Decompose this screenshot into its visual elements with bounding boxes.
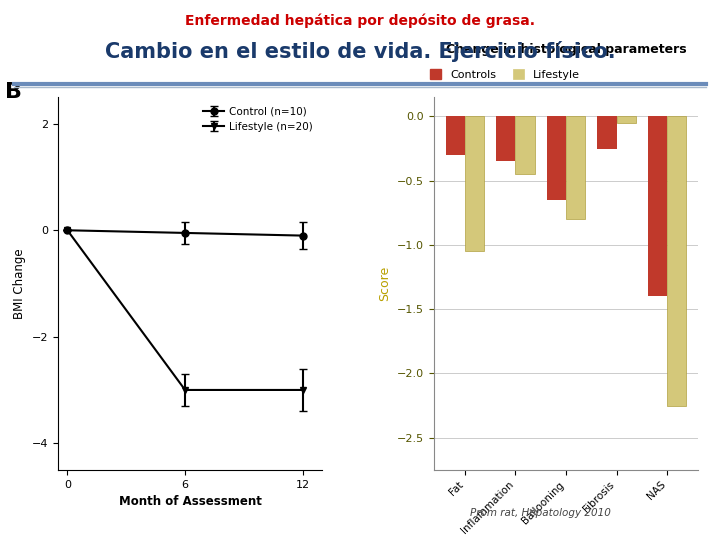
Text: B: B <box>4 82 22 102</box>
Bar <box>648 117 667 296</box>
Y-axis label: BMI Change: BMI Change <box>13 248 26 319</box>
Bar <box>446 117 465 155</box>
Text: Prom rat, Hepatology 2010: Prom rat, Hepatology 2010 <box>469 508 611 518</box>
Bar <box>667 117 686 406</box>
Legend: Controls, Lifestyle: Controls, Lifestyle <box>426 65 585 84</box>
X-axis label: Month of Assessment: Month of Assessment <box>119 495 261 508</box>
Text: Enfermedad hepática por depósito de grasa.: Enfermedad hepática por depósito de gras… <box>185 14 535 28</box>
Bar <box>516 117 535 174</box>
Title: Change in histological parameters: Change in histological parameters <box>446 43 686 56</box>
Bar <box>546 117 566 200</box>
Bar <box>598 117 616 148</box>
Bar <box>496 117 516 161</box>
Bar <box>616 117 636 123</box>
Y-axis label: Score: Score <box>378 266 391 301</box>
Bar <box>566 117 585 219</box>
Bar <box>465 117 484 252</box>
Text: Cambio en el estilo de vida. Ejercicio físico.: Cambio en el estilo de vida. Ejercicio f… <box>104 40 616 62</box>
Legend: Control (n=10), Lifestyle (n=20): Control (n=10), Lifestyle (n=20) <box>199 103 318 136</box>
